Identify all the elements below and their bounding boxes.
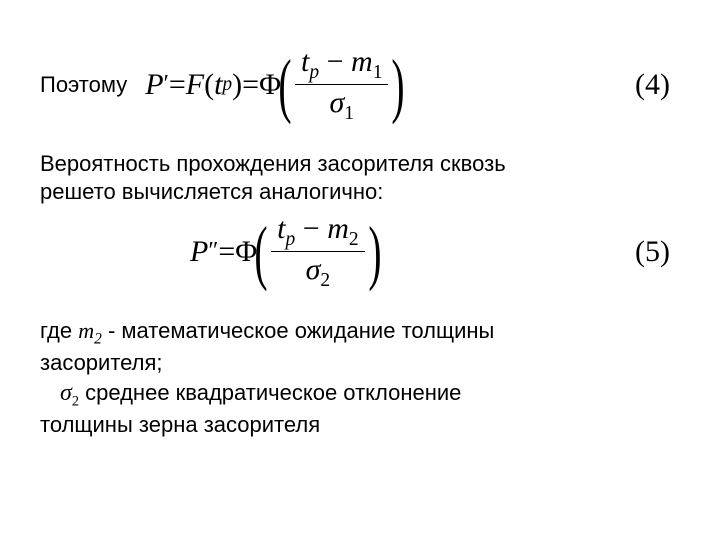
eq5-num-tsub: p: [286, 229, 296, 250]
where-m2-sub: 2: [94, 330, 102, 347]
eq4-num-m: m: [351, 45, 373, 78]
eq4-fraction: tp − m1 σ1: [295, 44, 388, 126]
eq5-prime: ″: [208, 238, 218, 265]
eq4-tsub: p: [222, 74, 232, 96]
equation-5: P″ = Φ ( tp − m2 σ2 ): [190, 211, 379, 293]
where-1b: - математическое ожидание толщины: [102, 318, 495, 343]
eq5-bigparen-left: (: [255, 222, 268, 282]
eq5-denominator: σ2: [300, 252, 337, 292]
eq4-rp: ): [232, 68, 242, 102]
where-line-1: где m2 - математическое ожидание толщины: [40, 317, 680, 349]
eq4-numerator: tp − m1: [295, 44, 388, 85]
therefore-label: Поэтому: [40, 71, 127, 100]
eq4-bigparen-left: (: [278, 55, 291, 115]
probability-text-2: решето вычисляется аналогично:: [40, 178, 680, 207]
eq4-denominator: σ1: [323, 85, 360, 125]
eq5-P: P: [190, 235, 208, 269]
where-m2-var: m: [78, 318, 94, 343]
eq5-fraction: tp − m2 σ2: [271, 211, 364, 293]
eq5-minus: −: [295, 212, 327, 245]
eq5-eq: =: [218, 235, 235, 269]
where-1a: где: [40, 318, 78, 343]
equation-4: P′ = F(tp) = Φ ( tp − m1 σ1 ): [145, 44, 402, 126]
where-line-2b: толщины зерна засорителя: [40, 411, 680, 440]
where-sigma2-sub: 2: [72, 393, 79, 409]
eq5-num-msub: 2: [349, 229, 359, 250]
eq5-numerator: tp − m2: [271, 211, 364, 252]
eq4-den-sub: 1: [344, 103, 354, 124]
eq4-P: P: [145, 68, 163, 102]
eq4-eq1: =: [169, 68, 186, 102]
where-line-1c: засорителя;: [40, 349, 680, 378]
eq4-F: F: [186, 68, 204, 102]
eq5-bigparen-right: ): [368, 222, 381, 282]
eq4-eq2: =: [242, 68, 259, 102]
eq5-num-t: t: [277, 212, 285, 245]
eq5-den-sigma: σ: [306, 253, 321, 286]
eq5-num-m: m: [327, 212, 349, 245]
eq4-lp: (: [204, 68, 214, 102]
where-2a: среднее квадратическое отклонение: [79, 380, 461, 405]
eq4-bigparen-right: ): [392, 55, 405, 115]
eq4-num-msub: 1: [373, 62, 383, 83]
eq4-den-sigma: σ: [329, 86, 344, 119]
eq5-den-sub: 2: [320, 270, 330, 291]
where-sigma2-var: σ: [60, 380, 72, 406]
probability-text-1: Вероятность прохождения засорителя сквоз…: [40, 150, 680, 179]
eq4-number: (4): [635, 68, 680, 102]
eq5-number: (5): [635, 235, 680, 269]
eq4-minus: −: [319, 45, 351, 78]
equation-5-row: P″ = Φ ( tp − m2 σ2 ) (5): [40, 211, 680, 293]
eq4-num-tsub: p: [309, 62, 319, 83]
where-line-2: σ2 среднее квадратическое отклонение: [40, 378, 680, 411]
equation-4-row: Поэтому P′ = F(tp) = Φ ( tp − m1 σ1 ) (4…: [40, 44, 680, 126]
